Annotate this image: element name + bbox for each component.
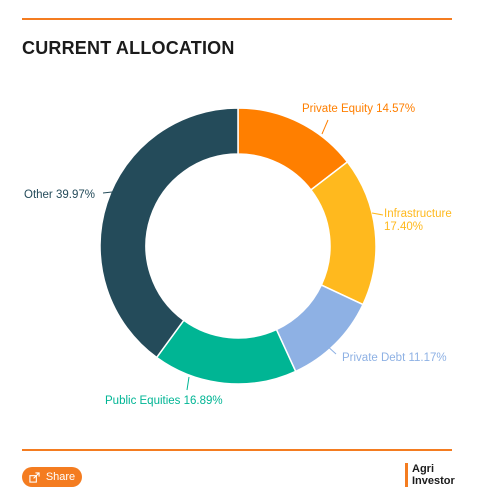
label-private-equity: Private Equity 14.57% [302,103,415,115]
label-infrastructure: Infrastructure 17.40% [384,208,452,233]
share-button[interactable]: Share [22,467,82,487]
share-icon [29,471,40,483]
bottom-divider [22,449,452,451]
donut-chart: Private Equity 14.57% Infrastructure 17.40… [24,103,452,407]
label-private-debt: Private Debt 11.17% [342,352,447,364]
logo-line-1: Agri [412,463,434,475]
label-other: Other 39.97% [24,189,95,201]
slice-other[interactable] [99,107,239,359]
connector-public-equities [186,376,190,391]
slice-infrastructure[interactable] [309,160,377,306]
label-public-equities: Public Equities 16.89% [105,395,223,407]
connector-infrastructure [371,212,384,216]
logo-line-2: Investor [412,475,455,487]
share-label: Share [45,471,76,483]
connector-private-debt [324,343,337,355]
connector-private-equity [321,119,329,135]
agri-investor-logo: Agri Investor [405,463,455,487]
chart-title: CURRENT ALLOCATION [22,38,235,58]
connector-other [102,191,113,194]
top-divider [22,18,452,20]
